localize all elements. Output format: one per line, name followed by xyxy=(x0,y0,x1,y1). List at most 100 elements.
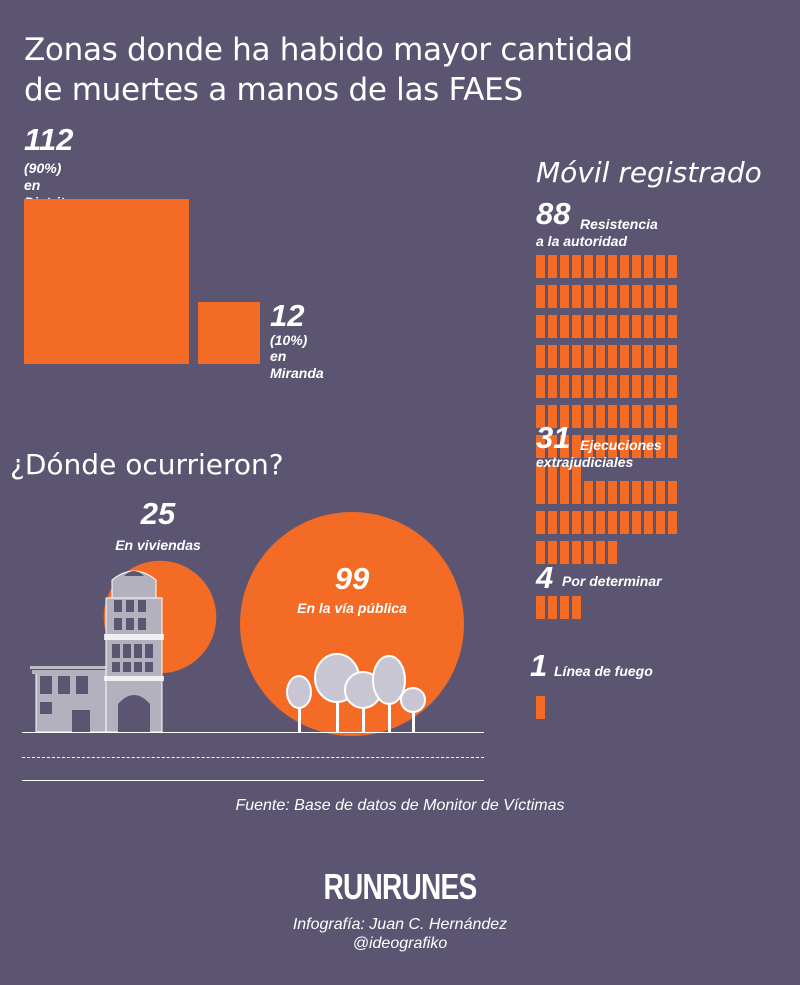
movil-unit xyxy=(560,481,569,504)
page-title: Zonas donde ha habido mayor cantidad de … xyxy=(24,32,633,108)
dashed-line xyxy=(22,757,484,758)
movil-unit xyxy=(536,285,545,308)
movil-unit xyxy=(572,375,581,398)
donde-chart xyxy=(0,480,500,740)
movil-unit xyxy=(548,375,557,398)
movil-unit xyxy=(548,435,557,458)
movil-unit xyxy=(572,481,581,504)
movil-unit xyxy=(596,285,605,308)
movil-unit xyxy=(608,435,617,458)
movil-unit xyxy=(596,345,605,368)
movil-unit xyxy=(656,435,665,458)
movil-unit xyxy=(584,285,593,308)
movil-unit xyxy=(572,315,581,338)
movil-label-ejecuciones: Ejecuciones extrajudiciales xyxy=(536,437,662,470)
movil-unit xyxy=(608,481,617,504)
movil-unit xyxy=(644,375,653,398)
movil-unit xyxy=(632,285,641,308)
movil-unit xyxy=(632,405,641,428)
movil-unit xyxy=(572,405,581,428)
movil-unit xyxy=(644,345,653,368)
donde-value-via: 99 xyxy=(334,561,370,596)
movil-unit xyxy=(584,481,593,504)
movil-unit xyxy=(632,511,641,534)
movil-unit xyxy=(620,511,629,534)
movil-unit xyxy=(668,285,677,308)
movil-unit xyxy=(536,511,545,534)
movil-value: 4 xyxy=(536,560,554,595)
credit-author: Infografía: Juan C. Hernández xyxy=(292,916,508,933)
movil-label-pordeterminar: Por determinar xyxy=(562,573,662,589)
movil-unit xyxy=(608,285,617,308)
movil-unit xyxy=(560,285,569,308)
movil-value: 88 xyxy=(536,196,571,231)
movil-unit xyxy=(572,285,581,308)
movil-unit xyxy=(548,405,557,428)
movil-unit xyxy=(548,465,557,488)
brand-logo: RUNRUNES xyxy=(323,866,478,907)
movil-unit xyxy=(596,315,605,338)
movil-unit xyxy=(572,541,581,564)
movil-unit xyxy=(656,315,665,338)
zone-percent-miranda: (10%) xyxy=(270,332,308,348)
zone-value-miranda: 12 xyxy=(270,298,305,333)
movil-unit xyxy=(644,255,653,278)
movil-item-lineafuego: 1 xyxy=(530,650,547,682)
movil-label-resistencia: Resistencia a la autoridad xyxy=(536,216,658,249)
movil-unit xyxy=(596,481,605,504)
movil-unit xyxy=(596,435,605,458)
movil-unit xyxy=(572,345,581,368)
movil-unit xyxy=(632,315,641,338)
movil-unit xyxy=(632,435,641,458)
movil-unit xyxy=(668,375,677,398)
movil-unit xyxy=(572,255,581,278)
movil-value: 31 xyxy=(536,420,571,455)
movil-unit xyxy=(596,255,605,278)
movil-unit xyxy=(536,541,545,564)
movil-unit xyxy=(572,596,581,619)
donde-title: ¿Dónde ocurrieron? xyxy=(10,448,284,481)
movil-unit xyxy=(536,375,545,398)
movil-unit xyxy=(560,596,569,619)
movil-unit xyxy=(584,541,593,564)
movil-unit xyxy=(620,405,629,428)
source-note: Fuente: Base de datos de Monitor de Víct… xyxy=(235,797,565,814)
movil-unit xyxy=(620,435,629,458)
movil-unit xyxy=(536,696,545,719)
movil-unit xyxy=(548,255,557,278)
movil-unit xyxy=(656,511,665,534)
movil-unit xyxy=(584,511,593,534)
movil-unit xyxy=(536,435,545,458)
donde-label-viviendas: En viviendas xyxy=(115,537,201,553)
movil-unit xyxy=(644,481,653,504)
movil-unit xyxy=(548,511,557,534)
movil-unit xyxy=(560,511,569,534)
zone-square-distrito xyxy=(24,199,189,364)
movil-unit xyxy=(536,405,545,428)
movil-unit xyxy=(656,255,665,278)
donde-illustration xyxy=(30,512,464,736)
movil-unit xyxy=(668,345,677,368)
movil-unit xyxy=(656,405,665,428)
movil-unit xyxy=(656,375,665,398)
movil-unit xyxy=(536,596,545,619)
movil-unit xyxy=(668,511,677,534)
movil-unit xyxy=(668,405,677,428)
bottom-line xyxy=(22,780,484,781)
movil-unit xyxy=(632,375,641,398)
movil-unit xyxy=(572,465,581,488)
movil-unit xyxy=(560,345,569,368)
movil-unit xyxy=(656,481,665,504)
movil-unit xyxy=(668,435,677,458)
movil-unit xyxy=(560,541,569,564)
zone-label-miranda: en Miranda xyxy=(270,348,324,381)
ground-line xyxy=(22,732,484,733)
movil-unit xyxy=(608,345,617,368)
movil-unit xyxy=(584,345,593,368)
movil-unit xyxy=(548,596,557,619)
movil-unit xyxy=(596,511,605,534)
movil-unit xyxy=(548,285,557,308)
movil-unit xyxy=(572,511,581,534)
movil-unit xyxy=(536,315,545,338)
movil-unit xyxy=(620,345,629,368)
